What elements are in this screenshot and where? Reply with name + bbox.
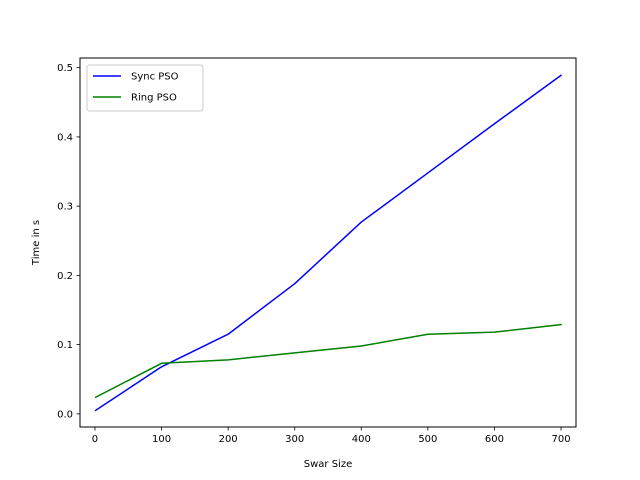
y-tick-label: 0.2 (57, 271, 73, 282)
x-tick-label: 600 (485, 434, 504, 445)
x-axis-ticks: 0 100 200 300 400 500 600 700 (92, 427, 571, 445)
y-tick-label: 0.5 (57, 63, 73, 74)
y-tick-label: 0.0 (57, 409, 73, 420)
y-tick-label: 0.1 (57, 340, 73, 351)
x-tick-label: 700 (551, 434, 570, 445)
series-lines (94, 74, 563, 412)
legend-label-sync-pso: Sync PSO (131, 72, 179, 83)
x-tick-label: 500 (418, 434, 437, 445)
x-tick-label: 400 (352, 434, 371, 445)
x-tick-label: 0 (92, 434, 98, 445)
plot-frame (79, 57, 577, 428)
x-tick-label: 100 (152, 434, 171, 445)
series-line-ring-pso (94, 323, 562, 399)
legend-label-ring-pso: Ring PSO (131, 93, 177, 104)
y-axis-ticks: 0.0 0.1 0.2 0.3 0.4 0.5 (57, 63, 80, 420)
x-tick-label: 300 (285, 434, 304, 445)
y-tick-label: 0.3 (57, 202, 73, 213)
x-axis-label: Swar Size (304, 459, 352, 470)
y-tick-label: 0.4 (57, 132, 73, 143)
x-tick-label: 200 (219, 434, 238, 445)
series-line-sync-pso (94, 74, 563, 412)
y-axis-label: Time in s (31, 220, 42, 266)
legend: Sync PSO Ring PSO (86, 64, 204, 112)
